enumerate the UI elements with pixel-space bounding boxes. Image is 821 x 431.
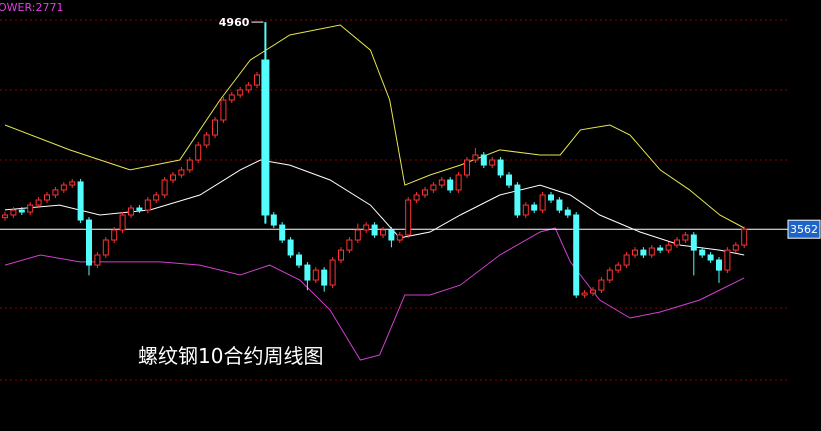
candle-body bbox=[170, 174, 176, 181]
band-line bbox=[4, 227, 745, 361]
candle-body bbox=[623, 254, 630, 266]
candle-body bbox=[674, 239, 680, 246]
candle-body bbox=[346, 239, 353, 251]
candle-body bbox=[489, 159, 496, 166]
candle-body bbox=[245, 84, 252, 91]
candle-body bbox=[665, 244, 672, 251]
candle-body bbox=[77, 181, 84, 221]
candle-body bbox=[573, 214, 580, 296]
candle-body bbox=[178, 169, 185, 176]
candle-body bbox=[455, 174, 462, 191]
candle-body bbox=[287, 239, 294, 256]
candle-body bbox=[2, 214, 8, 219]
candle-body bbox=[405, 199, 412, 236]
candle-body bbox=[632, 249, 638, 256]
candle-body bbox=[682, 234, 689, 241]
candle-body bbox=[212, 119, 218, 136]
candle-body bbox=[371, 224, 378, 236]
candle-body bbox=[690, 234, 697, 251]
candle-body bbox=[69, 181, 76, 186]
candle-body bbox=[564, 209, 571, 216]
candle-body bbox=[464, 159, 470, 176]
candle-body bbox=[699, 249, 706, 256]
candle-body bbox=[522, 204, 529, 216]
candle-body bbox=[304, 264, 311, 281]
candle-body bbox=[270, 214, 277, 226]
candle-body bbox=[338, 249, 344, 261]
candle-body bbox=[648, 247, 655, 256]
candle-body bbox=[60, 184, 67, 191]
candle-body bbox=[514, 184, 521, 216]
candle-body bbox=[724, 249, 731, 271]
candle-body bbox=[329, 259, 336, 286]
candle-body bbox=[556, 199, 563, 211]
candle-body bbox=[203, 134, 210, 146]
candle-body bbox=[18, 209, 25, 213]
candle-body bbox=[44, 194, 50, 201]
candle-body bbox=[732, 244, 739, 251]
last-price-tag bbox=[787, 219, 821, 239]
candle-body bbox=[606, 269, 613, 281]
candle-body bbox=[261, 59, 270, 216]
candle-body bbox=[707, 254, 714, 261]
candle-body bbox=[128, 207, 134, 216]
candle-body bbox=[615, 264, 622, 271]
band-line bbox=[4, 24, 745, 229]
candle-body bbox=[430, 184, 437, 191]
candle-body bbox=[438, 179, 445, 186]
candle-body bbox=[422, 189, 428, 196]
candle-body bbox=[144, 199, 151, 211]
candle-body bbox=[27, 204, 34, 213]
candle-body bbox=[228, 94, 235, 101]
candle-body bbox=[716, 259, 722, 271]
candle-body bbox=[254, 74, 260, 86]
candle-body bbox=[396, 234, 403, 241]
candle-body bbox=[220, 99, 227, 121]
candle-body bbox=[472, 154, 479, 161]
candle-body bbox=[363, 224, 370, 231]
candle-body bbox=[321, 269, 328, 286]
candle-body bbox=[161, 179, 168, 196]
candle-body bbox=[35, 199, 42, 206]
candle-body bbox=[86, 219, 92, 266]
candle-body bbox=[111, 229, 118, 241]
candle-body bbox=[480, 154, 487, 166]
candle-body bbox=[195, 144, 202, 161]
candle-body bbox=[539, 194, 546, 211]
candle-body bbox=[531, 204, 538, 211]
candle-body bbox=[581, 292, 588, 296]
candle-body bbox=[548, 194, 554, 201]
candle-body bbox=[388, 229, 395, 241]
indicator-label: OWER:2771 bbox=[0, 1, 64, 14]
candle-body bbox=[153, 194, 160, 201]
chart-title: 螺纹钢10合约周线图 bbox=[138, 344, 323, 368]
candle-body bbox=[380, 229, 386, 236]
candle-body bbox=[640, 249, 647, 256]
candle-body bbox=[52, 189, 59, 196]
candle-body bbox=[237, 89, 244, 96]
candle-body bbox=[186, 159, 193, 171]
candle-body bbox=[657, 247, 664, 251]
last-price-label: 3562 bbox=[790, 223, 818, 236]
candle-body bbox=[279, 224, 286, 241]
candle-body bbox=[506, 174, 512, 186]
candle-body bbox=[741, 228, 748, 246]
candle-body bbox=[102, 239, 109, 256]
high-label: 4960 bbox=[219, 16, 250, 29]
candle-body bbox=[590, 289, 596, 294]
candle-body bbox=[497, 159, 504, 176]
candle-body bbox=[296, 254, 302, 266]
candle-body bbox=[312, 269, 319, 281]
candle-body bbox=[413, 194, 420, 201]
grid bbox=[0, 19, 790, 381]
candle-body bbox=[10, 209, 17, 216]
candle-body bbox=[136, 207, 143, 211]
candle-body bbox=[354, 229, 361, 241]
candle-body bbox=[598, 279, 605, 291]
candle-body bbox=[447, 179, 454, 191]
candle-body bbox=[119, 214, 126, 231]
candle-body bbox=[94, 254, 101, 266]
